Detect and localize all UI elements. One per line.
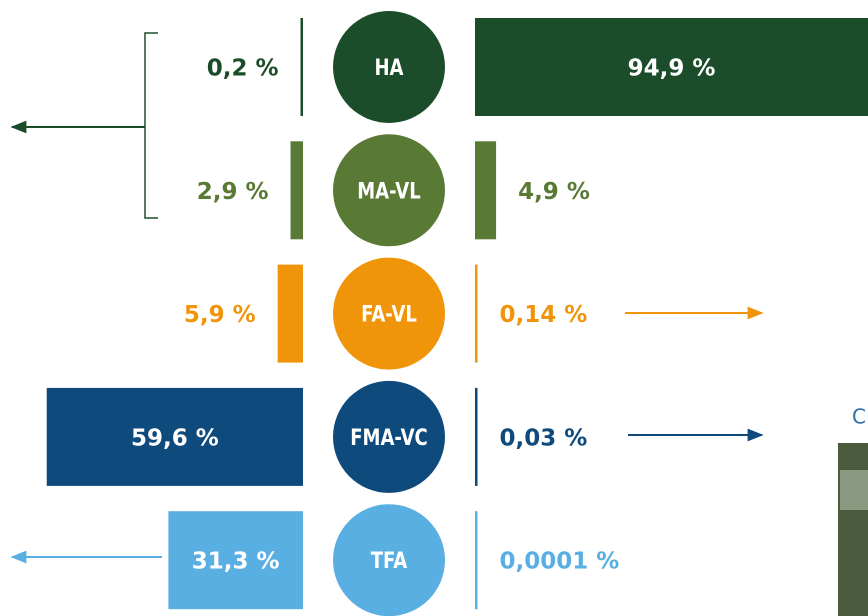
value-label: 0,14 % [500, 302, 588, 328]
bar [475, 511, 478, 609]
chart: C 0,2 % 94,9 % HA 2,9 % 4,9 % MA-VL 5,9 % 0,14 … [0, 0, 868, 616]
value-label: 0,0001 % [500, 549, 620, 575]
bar [475, 265, 478, 363]
photo-detail [840, 470, 868, 510]
value-label: 4,9 % [518, 179, 590, 205]
category-label: MA-VL [357, 178, 421, 204]
annotation: C [852, 405, 866, 429]
bar [475, 388, 478, 486]
bracket [145, 33, 158, 218]
bar [291, 141, 303, 239]
value-label: 2,9 % [197, 179, 269, 205]
bar [301, 18, 304, 116]
category-label: HA [374, 54, 403, 80]
value-label: 59,6 % [131, 425, 219, 451]
photo [838, 443, 868, 616]
page: C 0,2 % 94,9 % HA 2,9 % 4,9 % MA-VL 5,9 % 0,14 … [0, 0, 868, 616]
value-label: 94,9 % [628, 56, 716, 82]
bar [475, 141, 496, 239]
bar [278, 265, 303, 363]
category-label: FA-VL [361, 301, 417, 327]
category-label: TFA [371, 547, 408, 573]
category-label: FMA-VC [350, 424, 428, 450]
value-label: 0,2 % [207, 56, 279, 82]
value-label: 31,3 % [192, 549, 280, 575]
value-label: 5,9 % [184, 302, 256, 328]
value-label: 0,03 % [500, 425, 588, 451]
